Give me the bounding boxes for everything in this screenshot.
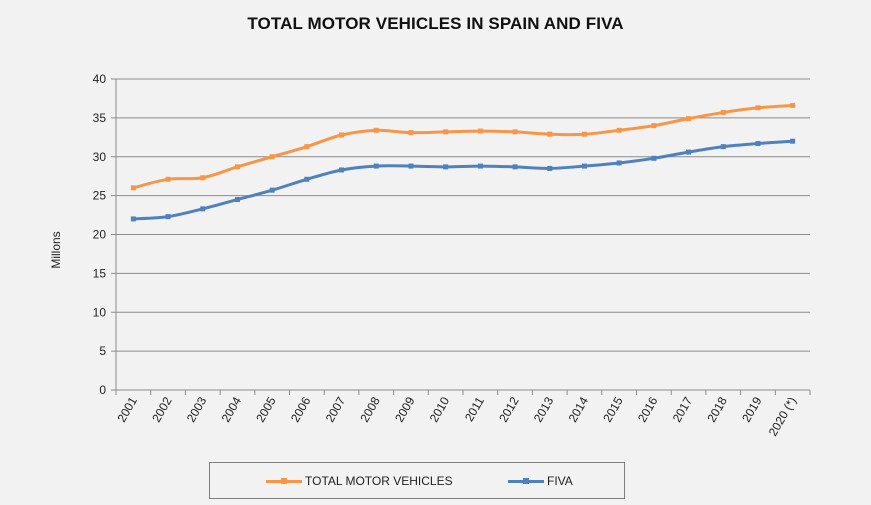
data-point-total-motor-vehicles-2019: [755, 105, 761, 111]
data-point-total-motor-vehicles-2004: [234, 164, 240, 170]
data-point-total-motor-vehicles-2014: [581, 131, 587, 137]
data-point-total-motor-vehicles-2005: [269, 154, 275, 160]
x-tick-label-2012: 2012: [496, 394, 522, 424]
x-tick-label-2002: 2002: [149, 394, 175, 424]
legend-label-fiva: FIVA: [547, 473, 573, 488]
data-point-total-motor-vehicles-2020: [790, 102, 796, 108]
legend-item-total-motor-vehicles: TOTAL MOTOR VEHICLES: [266, 463, 453, 498]
x-tick-label-2004: 2004: [219, 394, 245, 424]
x-tick-label-2019: 2019: [739, 394, 765, 424]
data-point-total-motor-vehicles-2016: [651, 123, 657, 129]
series-line-total-motor-vehicles: [131, 103, 795, 190]
data-point-fiva-2001: [130, 216, 136, 222]
data-point-total-motor-vehicles-2015: [616, 127, 622, 133]
data-point-fiva-2004: [234, 197, 240, 203]
y-tick-label-40: 40: [93, 72, 107, 86]
x-tick-label-2018: 2018: [704, 394, 730, 424]
data-point-fiva-2015: [616, 160, 622, 166]
data-point-total-motor-vehicles-2018: [720, 109, 726, 115]
tick-labels: 0 5 10 15 20 25 30 35 40 2001 2002 2003 2004 2005 2006…: [93, 72, 800, 438]
y-tick-label-10: 10: [93, 305, 107, 319]
data-point-total-motor-vehicles-2009: [408, 130, 414, 136]
x-tick-label-2011: 2011: [462, 394, 487, 424]
data-point-total-motor-vehicles-2012: [512, 129, 518, 135]
gridlines: [116, 78, 810, 352]
data-point-total-motor-vehicles-2001: [130, 185, 136, 191]
data-point-fiva-2010: [443, 164, 449, 170]
y-tick-label-35: 35: [93, 111, 107, 125]
series-lines: [130, 102, 796, 222]
series-line-fiva: [131, 139, 795, 221]
legend-item-fiva: FIVA: [508, 463, 573, 498]
data-point-fiva-2020: [790, 138, 796, 144]
y-tick-label-25: 25: [93, 189, 107, 203]
y-axis-label: Millons: [49, 231, 63, 268]
data-point-fiva-2012: [512, 164, 518, 170]
data-point-total-motor-vehicles-2006: [304, 144, 310, 150]
data-point-fiva-2005: [269, 187, 275, 193]
data-point-fiva-2008: [373, 163, 379, 169]
axes: [111, 78, 811, 395]
x-tick-label-2014: 2014: [566, 394, 592, 424]
x-tick-label-2001: 2001: [114, 394, 140, 424]
legend: TOTAL MOTOR VEHICLES FIVA: [209, 462, 625, 499]
data-point-fiva-2017: [686, 149, 692, 155]
x-tick-label-2017: 2017: [670, 394, 696, 424]
x-tick-label-2005: 2005: [253, 394, 279, 424]
data-point-total-motor-vehicles-2010: [443, 129, 449, 135]
legend-label-total-motor-vehicles: TOTAL MOTOR VEHICLES: [305, 473, 453, 488]
y-tick-label-0: 0: [99, 383, 106, 397]
data-point-total-motor-vehicles-2002: [165, 176, 171, 182]
y-tick-label-15: 15: [93, 266, 107, 280]
y-tick-label-5: 5: [99, 344, 106, 358]
x-tick-label-2006: 2006: [288, 394, 314, 424]
legend-swatch-total-motor-vehicles: [266, 475, 302, 487]
legend-swatch-fiva: [508, 475, 544, 487]
x-tick-label-2010: 2010: [427, 394, 453, 424]
data-point-fiva-2006: [304, 176, 310, 182]
x-tick-label-2007: 2007: [323, 394, 349, 424]
x-tick-label-2015: 2015: [600, 394, 626, 424]
y-tick-label-20: 20: [93, 228, 107, 242]
data-point-fiva-2016: [651, 155, 657, 161]
data-point-fiva-2007: [339, 167, 345, 173]
data-point-fiva-2011: [477, 163, 483, 169]
x-tick-label-2009: 2009: [392, 394, 418, 424]
y-tick-label-30: 30: [93, 150, 107, 164]
data-point-total-motor-vehicles-2008: [373, 127, 379, 133]
data-point-fiva-2003: [200, 206, 206, 212]
data-point-total-motor-vehicles-2003: [200, 175, 206, 181]
data-point-fiva-2002: [165, 214, 171, 220]
data-point-fiva-2009: [408, 163, 414, 169]
data-point-total-motor-vehicles-2011: [477, 128, 483, 134]
chart-title: TOTAL MOTOR VEHICLES IN SPAIN AND FIVA: [247, 14, 624, 33]
data-point-total-motor-vehicles-2013: [547, 131, 553, 137]
x-tick-label-2013: 2013: [531, 394, 557, 424]
x-tick-label-2020: 2020 (*): [766, 395, 799, 439]
data-point-fiva-2014: [581, 163, 587, 169]
x-tick-label-2016: 2016: [635, 394, 661, 424]
data-point-total-motor-vehicles-2017: [686, 116, 692, 122]
x-tick-label-2003: 2003: [184, 394, 210, 424]
data-point-total-motor-vehicles-2007: [339, 132, 345, 138]
data-point-fiva-2018: [720, 144, 726, 150]
x-tick-label-2008: 2008: [357, 394, 383, 424]
data-point-fiva-2019: [755, 141, 761, 147]
data-point-fiva-2013: [547, 165, 553, 171]
